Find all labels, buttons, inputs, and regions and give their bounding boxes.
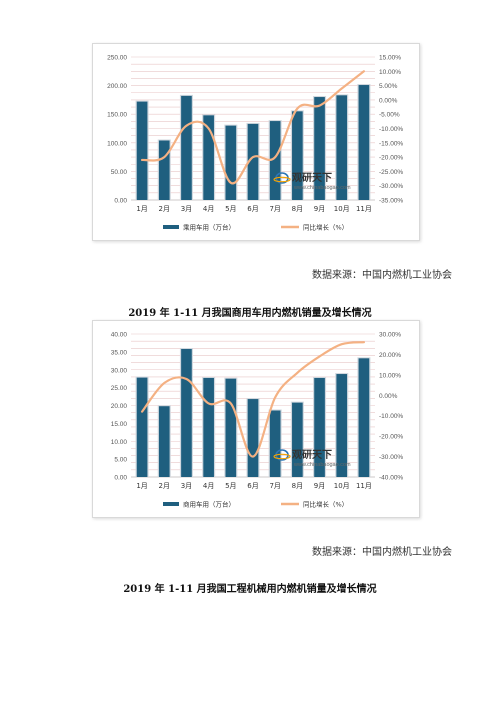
chart-1-right-tick-label: -30.00% [379,183,403,190]
chart-1-category-label: 8月 [292,205,303,213]
chart-1-bar [136,101,148,200]
chart-1-bar [181,95,192,200]
chart-2-svg: 0.00 5.00 10.00 15.00 20.00 25.00 30.00 35.00 40… [111,332,404,509]
chart-3-heading: 2019 年 1-11 月我国工程机械用内燃机销量及增长情况 [123,584,377,595]
chart-1-legend-bar-label: 乘用车用（万台） [183,223,235,232]
chart-1-right-tick-label: -5.00% [379,112,400,119]
chart-2-left-tick-label: 10.00 [111,439,128,446]
chart-1-category-label: 9月 [314,205,325,213]
chart-2-heading: 2019 年 1-11 月我国商用车用内燃机销量及增长情况 [128,308,372,319]
chart-1-category-label: 4月 [203,205,214,213]
chart-2-bar [225,378,237,477]
chart-1-right-tick-label: -25.00% [379,169,403,176]
chart-2-right-tick-label: -40.00% [379,475,403,482]
chart-1-left-tick-label: 150.00 [107,112,127,119]
chart-2-category-label: 2月 [159,482,170,490]
chart-2-watermark-orbit-icon [273,453,291,460]
chart-1-category-label: 10月 [334,205,350,213]
chart-2-right-tick-label: 10.00% [379,372,401,379]
chart-2-left-tick-label: 0.00 [114,475,127,482]
chart-1-bar [358,85,370,200]
chart-2-right-tick-label: -30.00% [379,454,403,461]
chart-1-bar [203,115,214,200]
chart-1-svg: 0.00 50.00 100.00 150.00 200.00 250.00 -35.00%… [107,55,403,232]
chart-1-bar [269,121,281,200]
chart-2-legend-line-label: 同比增长（%） [303,500,348,509]
chart-2-right-tick-label: -20.00% [379,434,403,441]
chart-1-watermark-url: www.chinabaogao.com [293,185,351,191]
chart-2-category-label: 1月 [136,482,147,490]
chart-1-watermark-text: 观研天下 [292,172,332,184]
chart-1-legend-bar-swatch [163,225,179,229]
chart-1-legend-line-label: 同比增长（%） [303,223,348,232]
chart-1-bar [314,97,325,200]
chart-2-bar [181,349,192,477]
chart-1-passenger-car: 0.00 50.00 100.00 150.00 200.00 250.00 -35.00%… [92,43,420,241]
chart-1-left-tick-label: 100.00 [107,140,127,147]
chart-2-category-label: 7月 [269,482,280,490]
source-note-1: 数据来源：中国内燃机工业协会 [312,270,452,281]
chart-1-category-label: 5月 [225,205,236,213]
chart-1-right-tick-label: 10.00% [379,69,401,76]
chart-1-right-tick-label: -10.00% [379,126,403,133]
chart-2-right-tick-label: 20.00% [379,352,401,359]
chart-2-watermark-text: 观研天下 [292,449,332,461]
chart-2-left-tick-label: 40.00 [111,332,128,339]
chart-1-category-label: 7月 [269,205,280,213]
chart-2-left-tick-label: 35.00 [111,349,128,356]
chart-2-bar [292,402,303,477]
chart-1-right-tick-label: 15.00% [379,55,401,62]
source-note-2: 数据来源：中国内燃机工业协会 [312,547,452,558]
chart-1-bar [247,123,259,200]
chart-2-bar [269,410,281,477]
chart-2-left-tick-label: 30.00 [111,367,128,374]
chart-2-left-tick-label: 20.00 [111,403,128,410]
chart-1-bar [292,111,303,200]
chart-1-left-tick-label: 200.00 [107,83,127,90]
chart-2-right-tick-label: 30.00% [379,332,401,339]
chart-2-right-tick-label: 0.00% [379,393,398,400]
chart-1-category-label: 2月 [159,205,170,213]
chart-2-right-tick-label: -10.00% [379,413,403,420]
chart-2-bar [358,358,370,477]
chart-1-right-tick-label: -35.00% [379,198,403,205]
chart-2-left-tick-label: 5.00 [114,457,127,464]
chart-2-watermark-url: www.chinabaogao.com [293,462,351,468]
chart-2-legend-bar-label: 商用车用（万台） [183,500,235,509]
chart-1-category-label: 6月 [247,205,258,213]
chart-1-left-tick-label: 50.00 [111,169,128,176]
chart-2-bar [203,377,214,477]
chart-1-category-label: 11月 [356,205,372,213]
chart-2-category-label: 11月 [356,482,372,490]
chart-2-commercial-vehicle: 0.00 5.00 10.00 15.00 20.00 25.00 30.00 35.00 40… [92,320,420,518]
chart-1-category-label: 1月 [136,205,147,213]
chart-1-bar [225,125,237,200]
chart-1-right-tick-label: -15.00% [379,140,403,147]
chart-2-category-label: 3月 [181,482,192,490]
chart-2-category-label: 6月 [247,482,258,490]
chart-1-category-label: 3月 [181,205,192,213]
chart-1-right-tick-label: 0.00% [379,97,398,104]
chart-2-left-tick-label: 25.00 [111,385,128,392]
chart-1-bar [336,95,348,200]
chart-2-bar [136,377,148,477]
chart-2-left-tick-label: 15.00 [111,421,128,428]
chart-2-legend-bar-swatch [163,502,179,506]
chart-1-left-tick-label: 0.00 [114,198,127,205]
chart-1-left-tick-label: 250.00 [107,55,127,62]
chart-2-category-label: 9月 [314,482,325,490]
chart-1-watermark-orbit-icon [273,176,291,183]
chart-2-bar [247,399,259,477]
chart-1-bar [158,140,170,200]
chart-1-right-tick-label: -20.00% [379,155,403,162]
chart-2-bar [314,377,325,477]
chart-2-category-label: 10月 [334,482,350,490]
chart-2-category-label: 5月 [225,482,236,490]
chart-2-category-label: 4月 [203,482,214,490]
chart-2-bar [336,374,348,477]
chart-1-right-tick-label: 5.00% [379,83,398,90]
chart-2-bar [158,406,170,477]
chart-2-category-label: 8月 [292,482,303,490]
